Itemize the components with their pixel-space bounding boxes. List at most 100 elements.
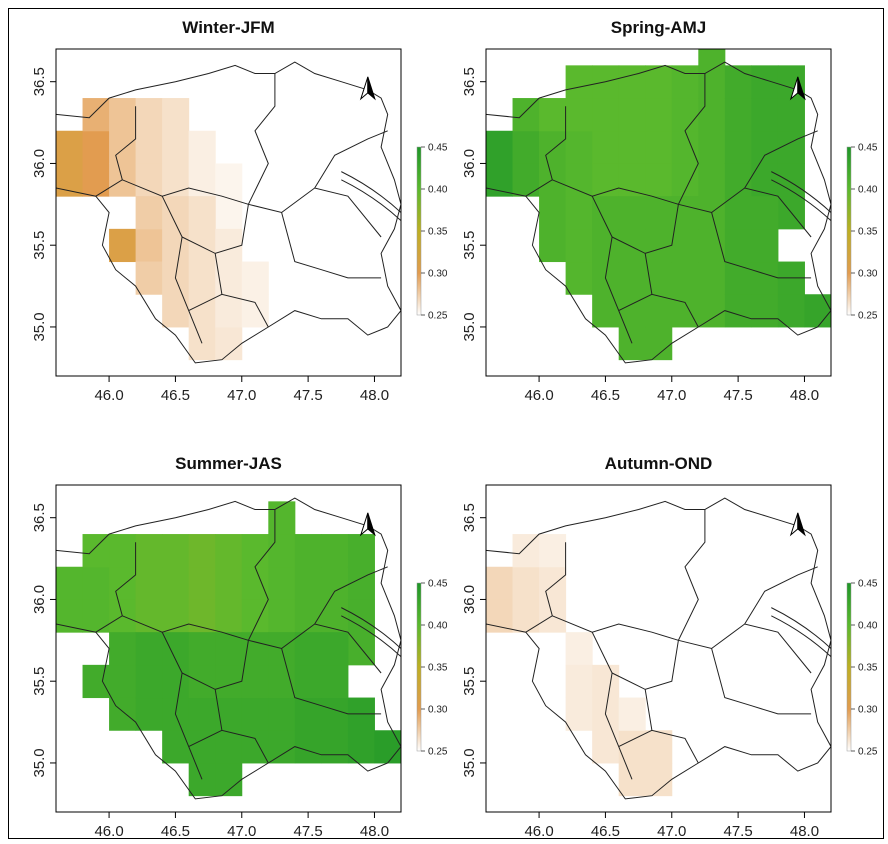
grid-cell [295, 730, 322, 763]
grid-cell [619, 65, 646, 98]
river-line [341, 180, 401, 221]
y-tick-label: 35.5 [461, 667, 478, 696]
x-tick-label: 48.0 [790, 823, 819, 840]
grid-cell [725, 294, 752, 327]
grid-cell [513, 599, 540, 632]
grid-cell [162, 98, 189, 131]
river-line [771, 608, 831, 649]
legend-tick-label: 0.40 [428, 185, 448, 196]
grid-cell [672, 229, 699, 262]
grid-cell [83, 163, 110, 196]
grid-cell [109, 131, 136, 164]
grid-cell [751, 98, 778, 131]
grid-cell [566, 632, 593, 665]
grid-cell [486, 163, 513, 196]
legend-tick-label: 0.45 [858, 579, 878, 590]
grid-cell [513, 163, 540, 196]
grid-cell [486, 599, 513, 632]
x-tick-label: 46.5 [161, 823, 190, 840]
grid-cell [619, 262, 646, 295]
grid-cell [566, 131, 593, 164]
grid-cell [725, 131, 752, 164]
grid-cell [751, 196, 778, 229]
grid-cell [751, 229, 778, 262]
y-tick-label: 36.0 [31, 585, 48, 614]
grid-cell [539, 229, 566, 262]
x-tick-label: 48.0 [360, 823, 389, 840]
legend-tick-label: 0.40 [858, 621, 878, 632]
river-line [771, 616, 831, 657]
grid-cell [539, 534, 566, 567]
legend-tick-label: 0.25 [858, 311, 878, 322]
x-tick-label: 46.0 [94, 823, 123, 840]
grid-cell [242, 262, 269, 295]
y-tick-label: 36.5 [31, 503, 48, 532]
grid-cell [566, 262, 593, 295]
map-panel-3: Summer-JAS 46.0 46.5 47.0 47.5 48.0 35.0 35.5 36… [20, 452, 450, 844]
legend-tick-label: 0.45 [428, 143, 448, 154]
grid-cell [566, 196, 593, 229]
x-tick-label: 47.5 [294, 823, 323, 840]
grid-cell [136, 567, 163, 600]
y-tick-label: 35.5 [461, 231, 478, 260]
legend-tick-label: 0.40 [428, 621, 448, 632]
grid-cell [242, 698, 269, 731]
county-border [678, 510, 705, 641]
x-tick-label: 47.0 [657, 387, 686, 404]
grid-cell [778, 131, 805, 164]
grid-cell [189, 665, 216, 698]
map-panel-2: Spring-AMJ 46.0 46.5 47.0 47.5 48.0 35.0 35.5 36… [450, 16, 880, 408]
grid-cell [698, 294, 725, 327]
grid-cell [698, 131, 725, 164]
county-border [612, 640, 678, 689]
grid-cell [566, 163, 593, 196]
grid-cell [295, 698, 322, 731]
grid-cell [751, 131, 778, 164]
grid-cell [215, 567, 242, 600]
y-tick-label: 36.0 [461, 149, 478, 178]
map-svg: 46.0 46.5 47.0 47.5 48.0 35.0 35.5 36.0 36.5 0.45… [450, 16, 880, 408]
map-svg: 46.0 46.5 47.0 47.5 48.0 35.0 35.5 36.0 36.5 0.45… [20, 16, 450, 408]
grid-cell [566, 65, 593, 98]
grid-cell [672, 262, 699, 295]
grid-cell [189, 534, 216, 567]
grid-cell [321, 534, 348, 567]
grid-cell [242, 294, 269, 327]
grid-cell [645, 730, 672, 763]
legend-tick-label: 0.30 [858, 269, 878, 280]
x-tick-label: 46.0 [524, 387, 553, 404]
y-tick-label: 36.5 [461, 67, 478, 96]
y-tick-label: 36.5 [461, 503, 478, 532]
x-tick-label: 48.0 [790, 387, 819, 404]
grid-cell [83, 131, 110, 164]
grid-cell [619, 327, 646, 360]
grid-cell [109, 665, 136, 698]
x-tick-label: 47.5 [724, 823, 753, 840]
grid-cell [592, 98, 619, 131]
grid-cell [295, 567, 322, 600]
grid-cell [83, 534, 110, 567]
grid-cell [698, 229, 725, 262]
y-tick-label: 36.0 [31, 149, 48, 178]
county-border [712, 649, 812, 714]
grid-cell [242, 665, 269, 698]
grid-cell [295, 599, 322, 632]
grid-cell [645, 163, 672, 196]
grid-cell [268, 730, 295, 763]
grid-cell [189, 196, 216, 229]
x-tick-label: 47.5 [294, 387, 323, 404]
grid-cell [486, 567, 513, 600]
grid-cell [136, 98, 163, 131]
grid-cell [348, 567, 375, 600]
legend-colorbar [417, 583, 421, 751]
legend-colorbar [417, 147, 421, 315]
grid-cell [321, 632, 348, 665]
grid-cell [242, 599, 269, 632]
grid-cell [268, 501, 295, 534]
grid-cell [136, 665, 163, 698]
grid-cell [374, 730, 401, 763]
grid-cell [162, 567, 189, 600]
y-tick-label: 35.0 [31, 748, 48, 777]
grid-cell [321, 730, 348, 763]
x-tick-label: 47.5 [724, 387, 753, 404]
